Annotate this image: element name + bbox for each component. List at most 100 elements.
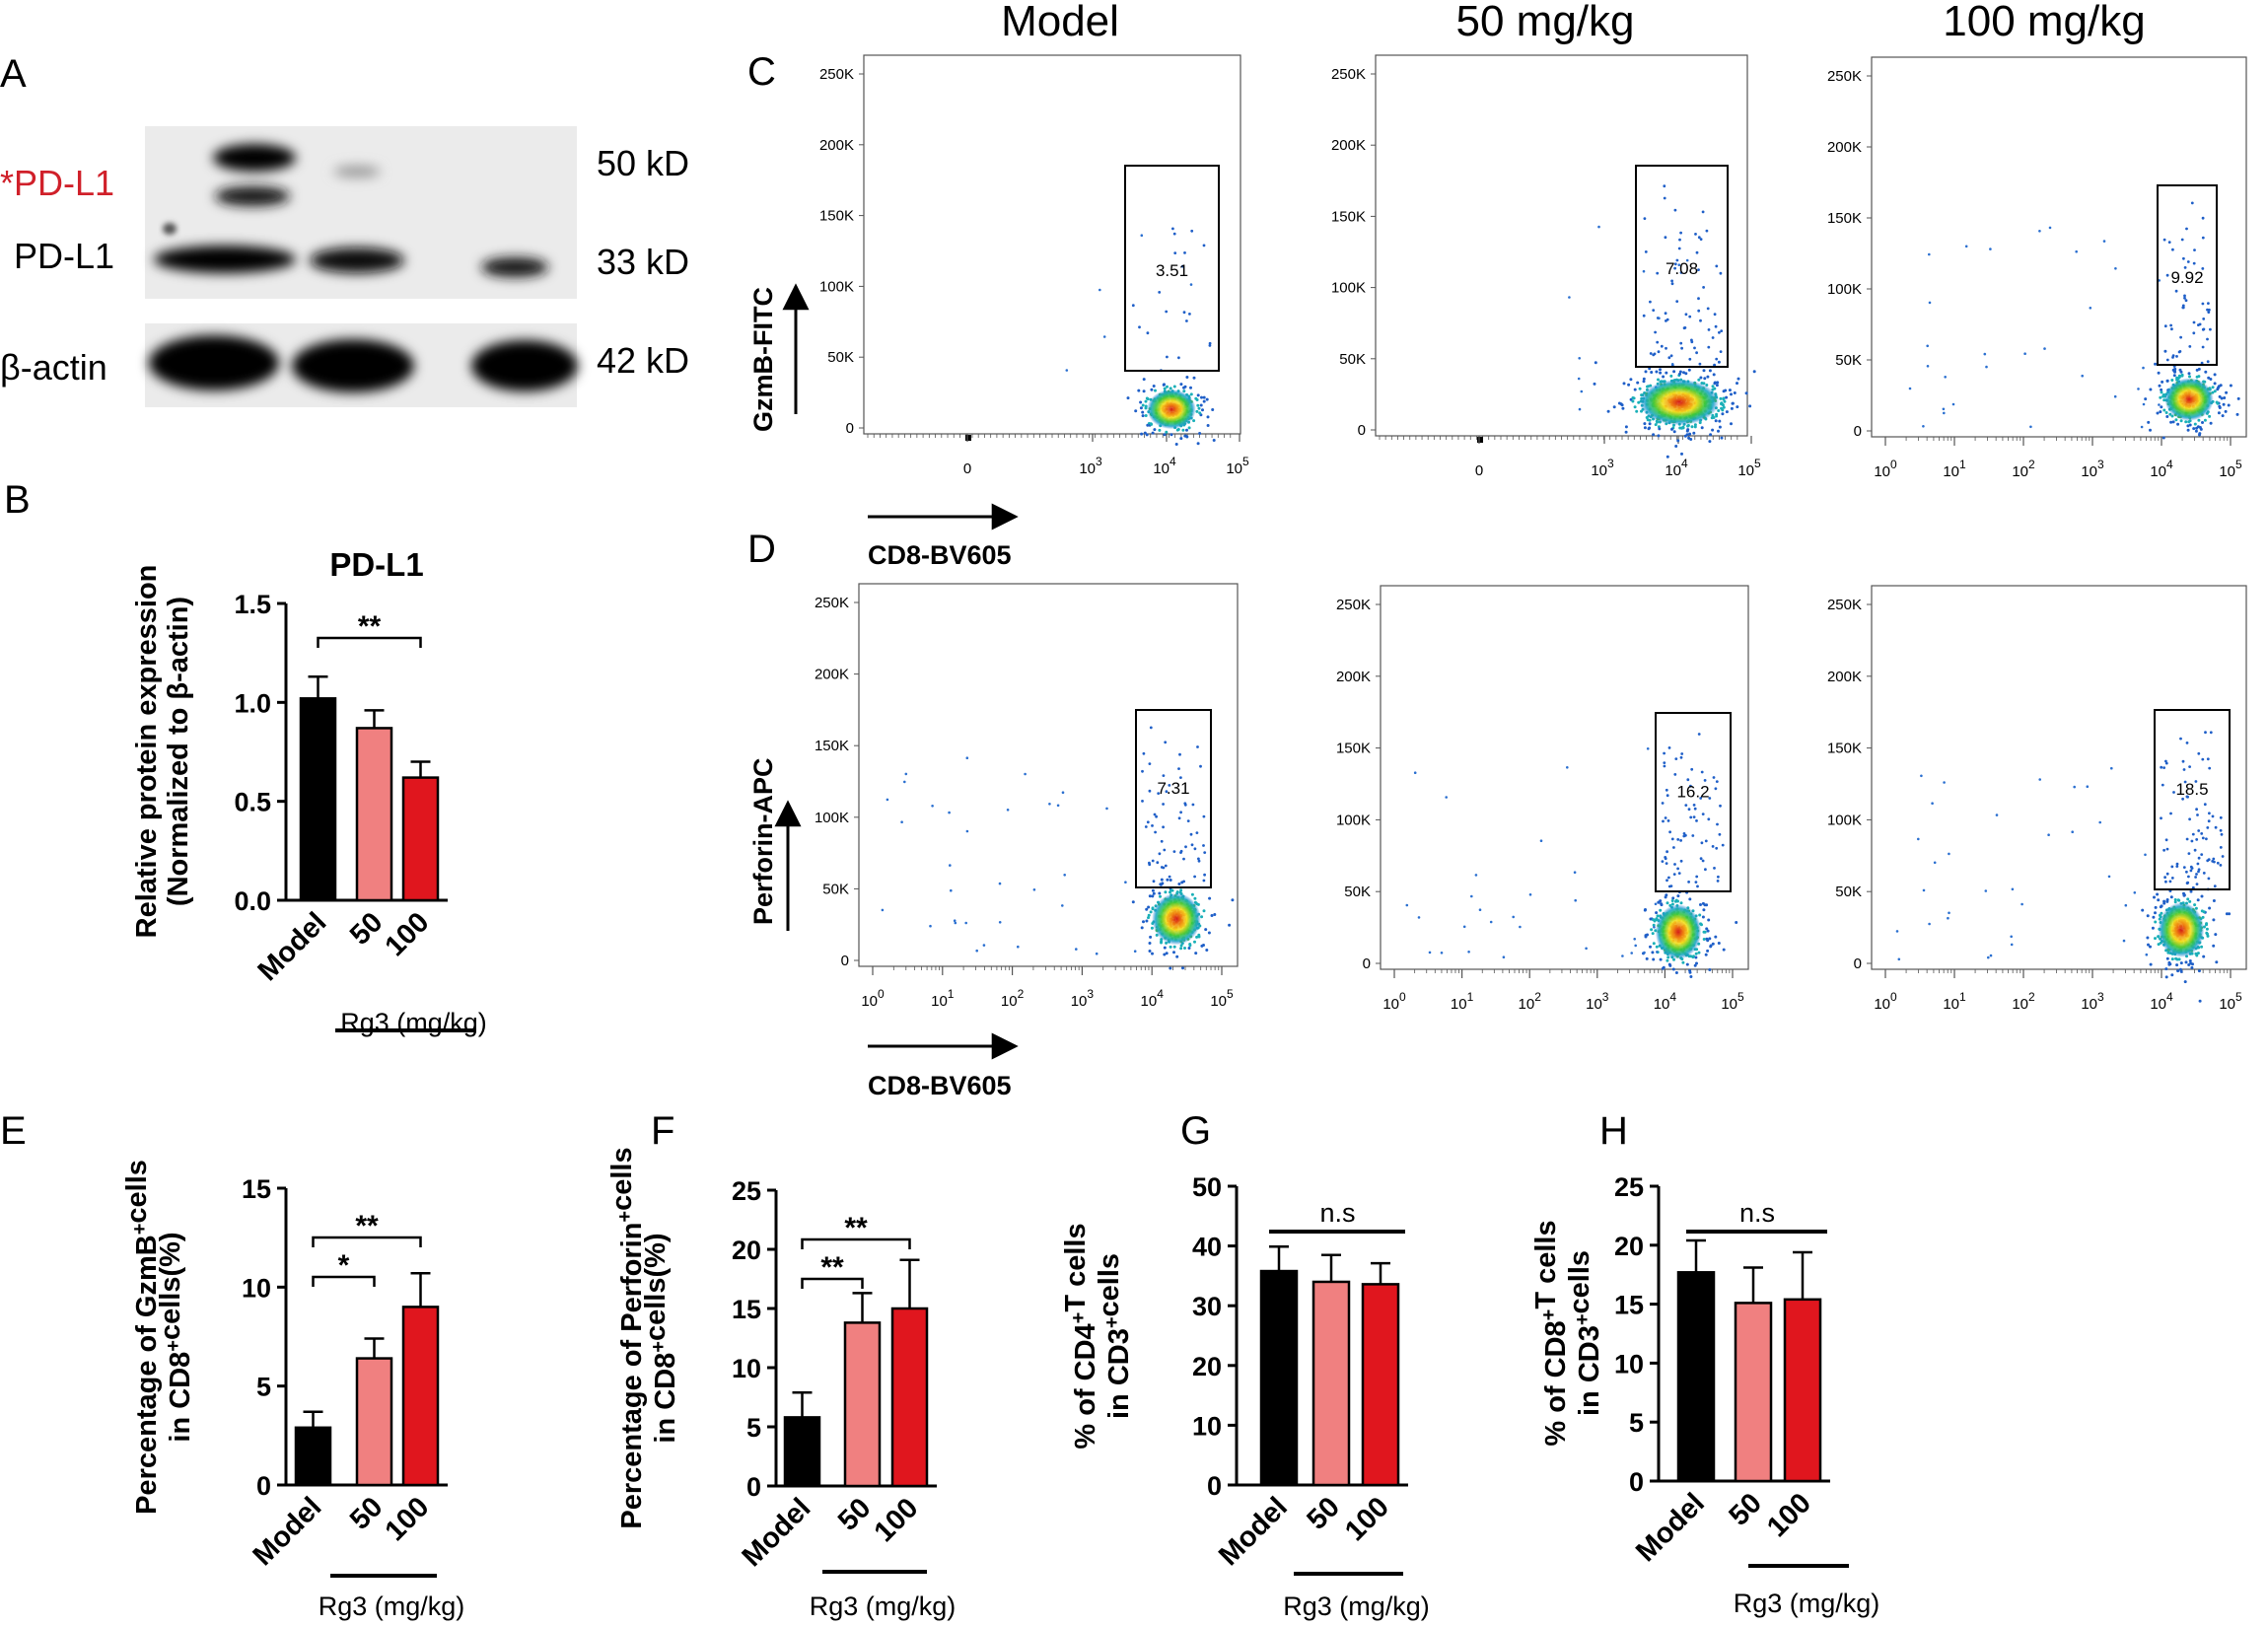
flow-event xyxy=(1143,431,1147,435)
flow-event xyxy=(2170,877,2174,880)
flow-xtick-label: 104 xyxy=(1654,990,1677,1013)
flow-event xyxy=(2208,906,2212,910)
flow-event xyxy=(2198,426,2202,429)
flow-event xyxy=(1189,386,1192,389)
y-tick-label: 10 xyxy=(732,1354,761,1383)
flow-event xyxy=(1179,947,1183,951)
flow-event xyxy=(2205,927,2209,931)
flow-event xyxy=(1657,378,1660,382)
y-axis-label: % of CD4+T cells xyxy=(1060,1223,1101,1449)
flow-event xyxy=(1144,414,1148,417)
flow-event xyxy=(1748,404,1752,408)
flow-event xyxy=(2183,296,2186,300)
flow-event xyxy=(1711,942,1715,946)
flow-event xyxy=(1150,926,1154,930)
flow-event xyxy=(2201,421,2204,424)
flow-event xyxy=(2151,926,2155,930)
flow-event xyxy=(1131,304,1135,308)
flow-event xyxy=(1944,376,1947,379)
flow-event xyxy=(1193,875,1196,879)
flow-event xyxy=(2219,864,2223,867)
flow-event xyxy=(1695,250,1699,254)
flow-event xyxy=(1705,903,1709,907)
flow-event xyxy=(1709,433,1713,437)
flow-event xyxy=(1193,940,1196,944)
flow-event xyxy=(1148,894,1152,898)
flow-event xyxy=(2157,943,2161,947)
flow-event xyxy=(1926,365,1930,368)
flow-event xyxy=(1159,894,1162,898)
flow-event xyxy=(1707,328,1711,331)
flow-cytometry-grid: 250K 200K 150K 100K 50K 0 0 103 104 105 3.51 250K 20… xyxy=(815,54,2247,1013)
flow-event xyxy=(2175,963,2179,967)
flow-event xyxy=(1721,412,1725,416)
y-tick-label: 30 xyxy=(1192,1292,1222,1321)
flow-event xyxy=(1667,356,1671,360)
flow-event xyxy=(2188,959,2192,962)
flow-event xyxy=(2192,331,2196,335)
flow-event xyxy=(998,921,1002,924)
flow-ytick-label: 150K xyxy=(1336,741,1371,757)
flow-event xyxy=(1649,352,1653,355)
flow-event xyxy=(1648,422,1652,426)
flow-event xyxy=(1620,403,1624,407)
flow-event xyxy=(1725,395,1729,399)
flow-event xyxy=(1190,229,1194,233)
flow-event xyxy=(1650,371,1654,374)
flow-event xyxy=(2197,870,2200,874)
flow-event xyxy=(1681,425,1685,429)
flow-event xyxy=(1197,406,1201,410)
flow-event xyxy=(2186,424,2190,428)
flow-event xyxy=(2200,361,2204,365)
flow-event xyxy=(1141,414,1145,418)
flow-event xyxy=(1676,838,1680,841)
flow-event xyxy=(2162,436,2165,440)
flow-event xyxy=(1677,247,1681,250)
column-title-100: 100 mg/kg xyxy=(1943,0,2145,45)
flow-event xyxy=(1718,832,1722,836)
flow-event xyxy=(1622,382,1626,386)
flow-event xyxy=(2213,382,2217,386)
flow-event xyxy=(1928,301,1932,305)
flow-event xyxy=(1151,859,1155,863)
flow-event xyxy=(2176,898,2180,902)
flow-event xyxy=(1687,808,1691,812)
flow-event xyxy=(1718,330,1721,334)
flow-event xyxy=(1633,938,1636,941)
flow-event xyxy=(1686,778,1690,782)
flow-ytick-label: 100K xyxy=(1827,281,1862,298)
flow-event xyxy=(1697,309,1701,313)
flow-event xyxy=(1714,324,1718,328)
flow-xtick-label: 103 xyxy=(1586,990,1609,1013)
flow-ytick-label: 150K xyxy=(815,738,849,754)
flow-ytick-label: 150K xyxy=(1827,741,1862,757)
flow-event xyxy=(1670,282,1674,286)
flow-event xyxy=(1702,369,1706,373)
flow-event xyxy=(2174,956,2178,960)
blot-band-pdl1 xyxy=(154,246,548,277)
flow-event xyxy=(2188,375,2191,379)
flow-event xyxy=(1667,962,1671,966)
flow-event xyxy=(1987,955,1990,959)
flow-xtick-label: 0 xyxy=(963,460,971,477)
flow-event xyxy=(2038,778,2041,781)
flow-event xyxy=(1720,329,1724,332)
flow-event xyxy=(1141,403,1145,407)
flow-event xyxy=(2165,872,2169,876)
flow-event xyxy=(1102,335,1106,338)
flow-event xyxy=(1658,317,1661,320)
bar-100 xyxy=(1783,1298,1822,1483)
flow-ytick-label: 50K xyxy=(1835,884,1862,900)
flow-event xyxy=(1694,233,1697,236)
flow-event xyxy=(1735,921,1738,924)
flow-event xyxy=(1573,871,1577,874)
flow-event xyxy=(1695,351,1698,355)
flow-event xyxy=(1166,385,1169,389)
flow-event xyxy=(1165,430,1169,434)
flow-event xyxy=(1133,950,1137,953)
bar-100 xyxy=(401,776,440,902)
flow-event xyxy=(1417,916,1421,919)
flow-event xyxy=(1630,952,1633,954)
flow-event xyxy=(1657,434,1661,438)
